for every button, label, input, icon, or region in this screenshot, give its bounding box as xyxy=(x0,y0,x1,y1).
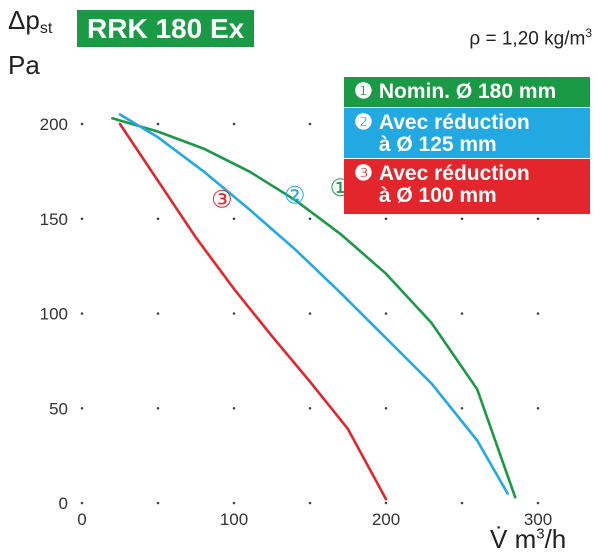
x-tick-label: 100 xyxy=(220,510,248,529)
grid-dot xyxy=(232,217,236,221)
grid-dot xyxy=(536,406,540,410)
x-tick-label: 200 xyxy=(372,510,400,529)
grid-dot xyxy=(308,217,312,221)
grid-dot xyxy=(308,406,312,410)
y-axis-unit-pa: Pa xyxy=(8,50,40,80)
legend-label-2-line2: à Ø 125 mm xyxy=(378,133,497,156)
grid-dot xyxy=(232,122,236,126)
grid-dot xyxy=(460,406,464,410)
grid-dot xyxy=(460,501,464,505)
grid-dot xyxy=(308,501,312,505)
legend-label-3-line1: Avec réduction xyxy=(378,162,530,185)
y-tick-label: 200 xyxy=(40,115,68,134)
y-axis-symbol: Δp xyxy=(8,5,40,35)
y-tick-label: 100 xyxy=(40,305,68,324)
x-tick-label: 300 xyxy=(524,510,552,529)
series-marker-2: ② xyxy=(284,183,306,210)
y-axis-unit: Δpst Pa xyxy=(8,6,52,79)
grid-dot xyxy=(80,312,84,315)
grid-dot xyxy=(536,501,540,505)
grid-dot xyxy=(536,312,540,315)
grid-dot xyxy=(232,312,236,315)
grid-dot xyxy=(80,122,84,126)
grid-dot xyxy=(156,501,160,505)
grid-dot xyxy=(156,406,160,410)
grid-dot xyxy=(460,312,464,315)
x-axis-exponent: 3 xyxy=(536,525,545,543)
legend-label-1: Nomin. Ø 180 mm xyxy=(378,80,557,103)
series-marker-3: ③ xyxy=(211,186,233,213)
grid-dot xyxy=(308,312,312,315)
legend-number-1: ❶ xyxy=(354,80,373,103)
air-density-label: ρ = 1,20 kg/m3 xyxy=(469,26,592,50)
y-tick-label: 0 xyxy=(59,494,68,513)
grid-dot xyxy=(232,406,236,410)
y-axis-subscript: st xyxy=(39,20,53,37)
x-tick-label: 0 xyxy=(77,510,86,529)
grid-dot xyxy=(536,217,540,221)
grid-dot xyxy=(384,501,388,505)
grid-dot xyxy=(384,217,388,221)
y-tick-label: 50 xyxy=(49,399,68,418)
grid-dot xyxy=(156,312,160,315)
grid-dot xyxy=(384,312,388,315)
grid-dot xyxy=(80,406,84,410)
legend-item-1: ❶ Nomin. Ø 180 mm xyxy=(344,77,590,107)
grid-dot xyxy=(232,501,236,505)
legend-number-3: ❸ xyxy=(354,162,373,185)
chart-title: RRK 180 Ex xyxy=(77,10,255,47)
grid-dot xyxy=(156,217,160,221)
x-axis-unit: V̇ m3/h xyxy=(490,524,566,555)
density-exponent: 3 xyxy=(585,26,592,40)
x-axis-symbol: V̇ m xyxy=(490,524,537,554)
grid-dot xyxy=(80,217,84,221)
grid-dot xyxy=(384,406,388,410)
y-tick-label: 150 xyxy=(40,210,68,229)
grid-dot xyxy=(80,501,84,505)
series-line-3 xyxy=(118,122,388,501)
grid-dot xyxy=(156,122,160,126)
density-text: ρ = 1,20 kg/m xyxy=(469,28,586,50)
grid-dot xyxy=(308,122,312,126)
series-line-1 xyxy=(111,117,517,499)
x-axis-unit-tail: /h xyxy=(544,524,567,554)
grid-dot xyxy=(460,217,464,221)
series-line-2 xyxy=(118,113,509,495)
legend-label-2-line1: Avec réduction xyxy=(378,111,530,134)
legend-label-3-line2: à Ø 100 mm xyxy=(378,184,497,207)
legend-number-2: ❷ xyxy=(354,111,373,134)
